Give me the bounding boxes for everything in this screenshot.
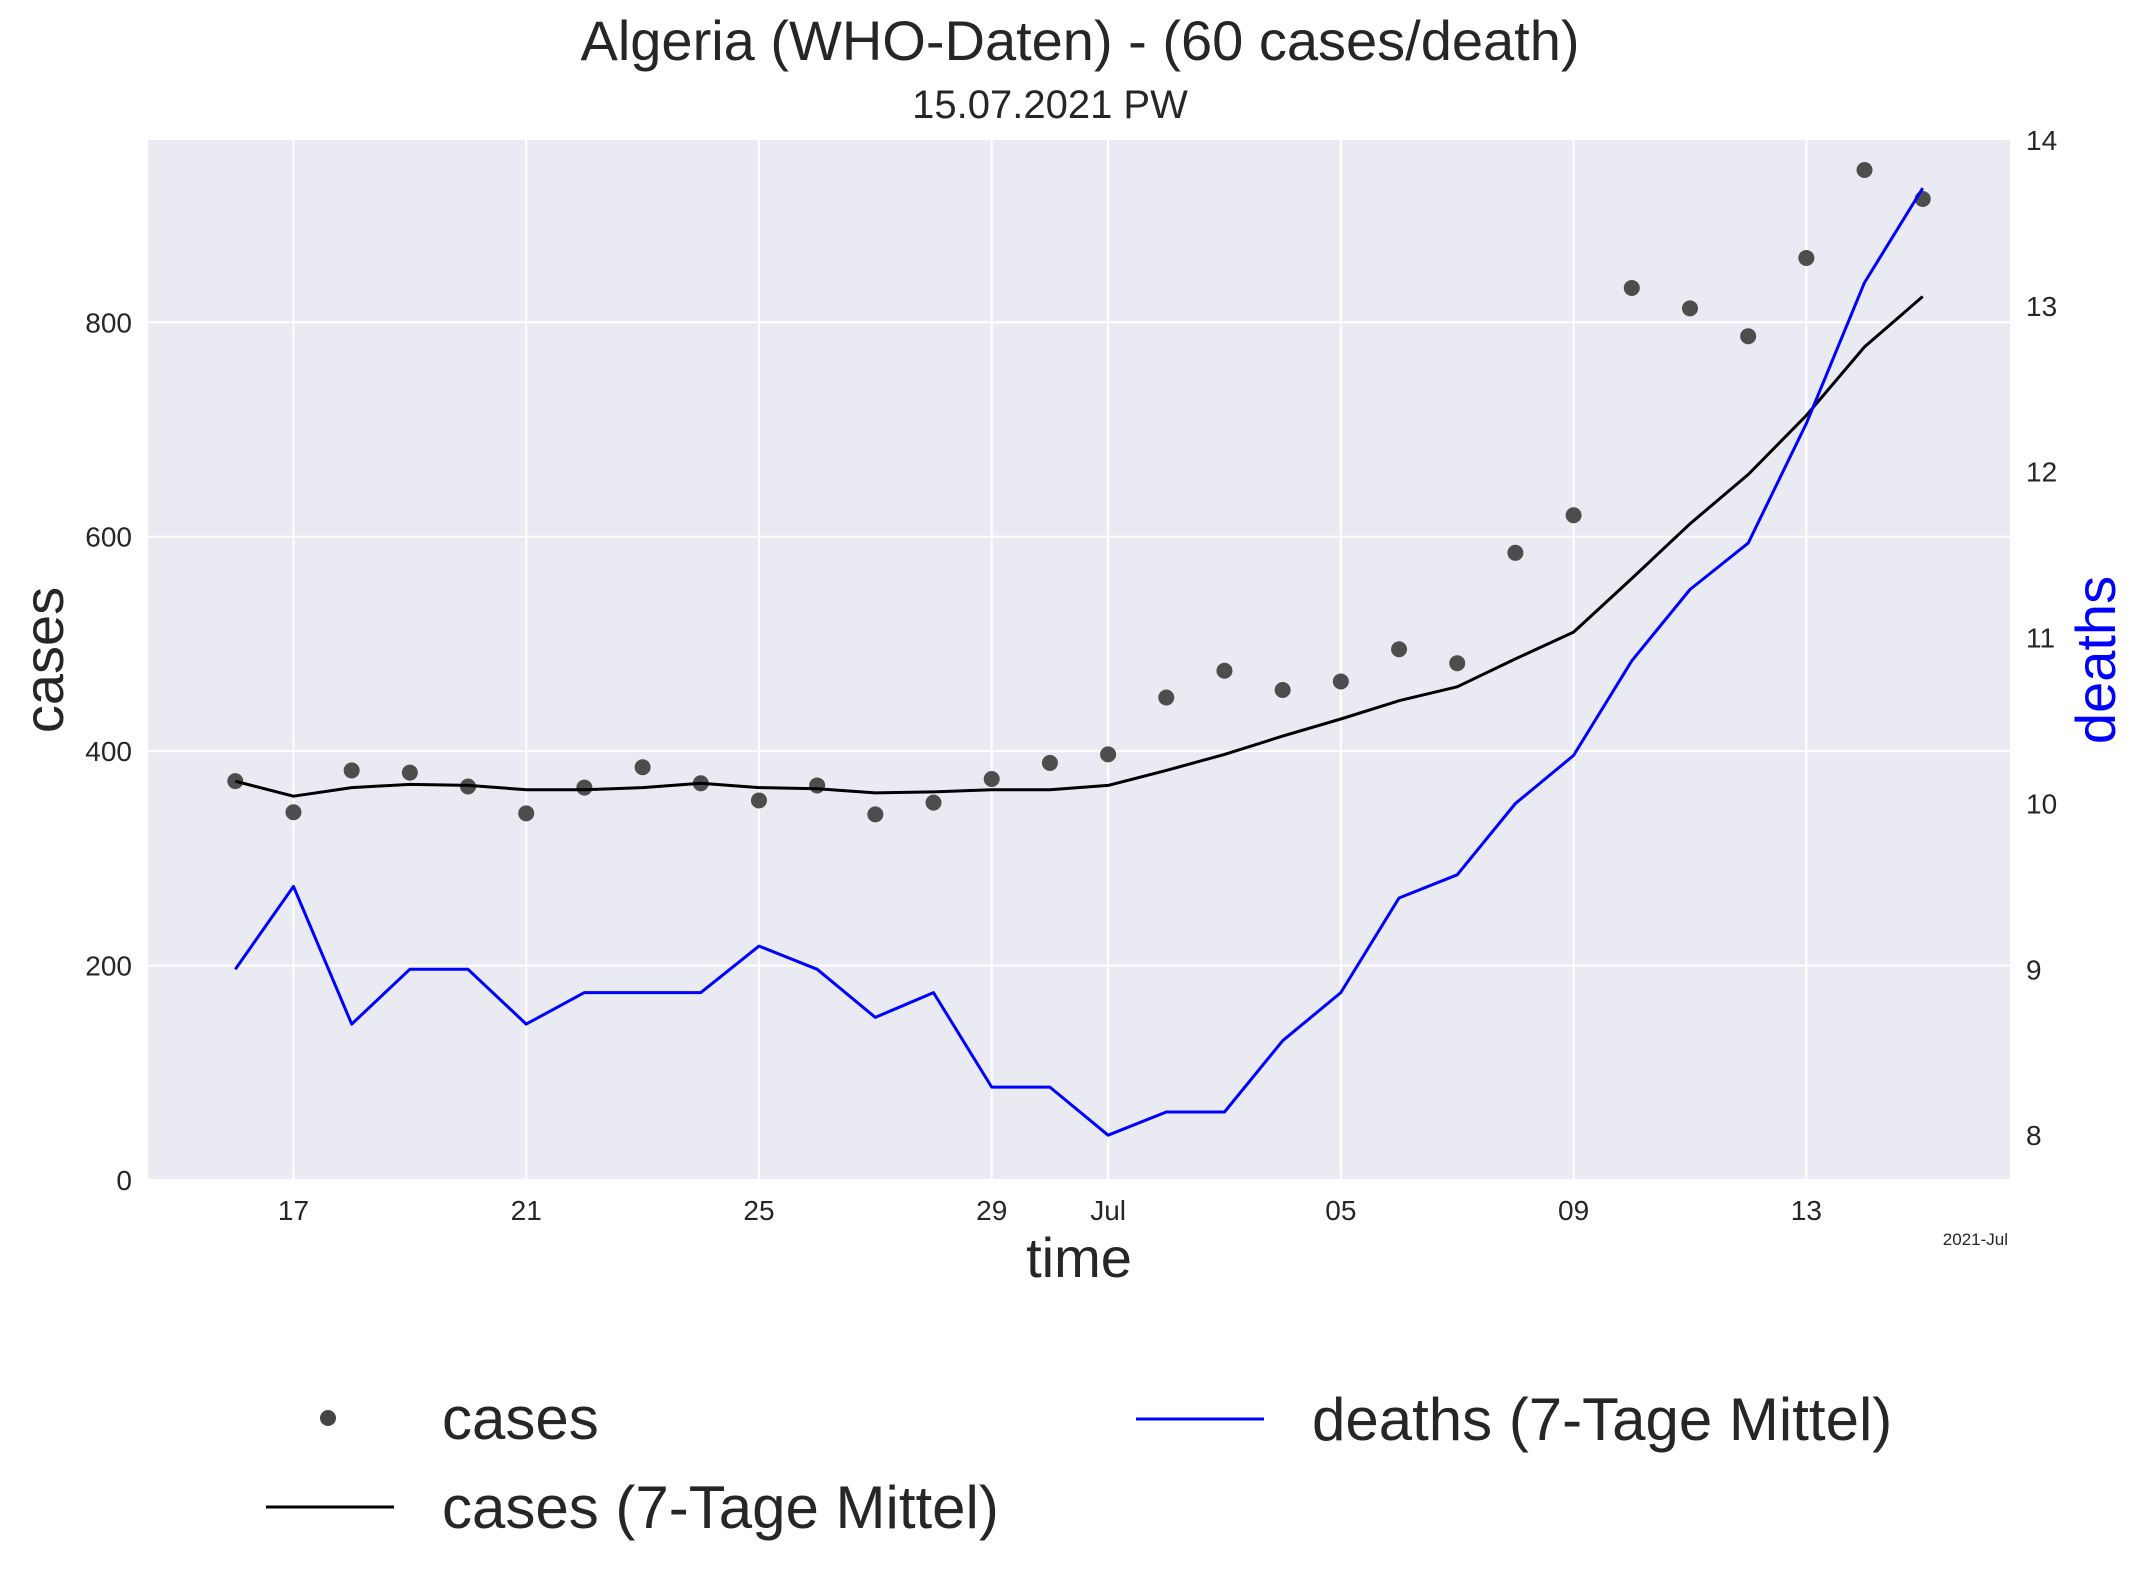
series-layer bbox=[227, 162, 1931, 1137]
cases-point bbox=[1041, 754, 1058, 771]
cases-point bbox=[401, 764, 418, 781]
deaths-avg-line bbox=[234, 187, 1924, 1137]
y-left-tick-label: 200 bbox=[85, 951, 132, 982]
cases-point bbox=[1798, 249, 1815, 266]
cases-point bbox=[1681, 300, 1698, 317]
cases-point bbox=[1391, 641, 1408, 658]
x-tick-label: 09 bbox=[1558, 1195, 1589, 1226]
legend-label-deaths-avg: deaths (7-Tage Mittel) bbox=[1312, 1386, 1892, 1453]
x-tick-label: Jul bbox=[1090, 1195, 1126, 1226]
x-offset-label: 2021-Jul bbox=[1943, 1230, 2008, 1249]
cases-point bbox=[285, 804, 302, 821]
y-right-tick-label: 14 bbox=[2026, 125, 2057, 156]
x-tick-label: 21 bbox=[511, 1195, 542, 1226]
cases-point bbox=[1158, 689, 1175, 706]
y-right-tick-label: 10 bbox=[2026, 788, 2057, 819]
cases-point bbox=[809, 777, 826, 794]
y-axis-label-left: cases bbox=[12, 587, 75, 733]
y-right-tick-label: 13 bbox=[2026, 291, 2057, 322]
plot-area bbox=[148, 140, 2010, 1180]
legend-marker-cases bbox=[320, 1410, 336, 1426]
cases-point bbox=[983, 771, 1000, 788]
cases-point bbox=[1507, 544, 1524, 561]
cases-point bbox=[867, 806, 884, 823]
x-tick-label: 05 bbox=[1325, 1195, 1356, 1226]
y-right-tick-label: 8 bbox=[2026, 1120, 2042, 1151]
grid-layer bbox=[148, 140, 2010, 1181]
cases-point bbox=[925, 794, 942, 811]
series-cases-points bbox=[227, 162, 1931, 823]
legend-label-cases: cases bbox=[442, 1385, 599, 1452]
cases-point bbox=[1565, 507, 1582, 524]
cases-point bbox=[750, 792, 767, 809]
y-right-tick-label: 12 bbox=[2026, 457, 2057, 488]
y-left-tick-label: 800 bbox=[85, 307, 132, 338]
cases-point bbox=[634, 759, 651, 776]
x-tick-label: 17 bbox=[278, 1195, 309, 1226]
y-left-tick-label: 0 bbox=[116, 1165, 132, 1196]
cases-point bbox=[518, 805, 535, 822]
x-axis-label: time bbox=[1026, 1226, 1132, 1289]
y-right-tick-label: 9 bbox=[2026, 954, 2042, 985]
cases-point bbox=[576, 779, 593, 796]
cases-point bbox=[343, 762, 360, 779]
legend: cases cases (7-Tage Mittel) deaths (7-Ta… bbox=[266, 1385, 1892, 1541]
x-tick-label: 25 bbox=[743, 1195, 774, 1226]
ticks-layer: 17 21 25 29 Jul 05 09 13 0 200 400 600 800 8 9 10 11 12 13… bbox=[85, 125, 2057, 1226]
y-left-tick-label: 400 bbox=[85, 736, 132, 767]
cases-avg-line bbox=[234, 295, 1924, 798]
chart-title: Algeria (WHO-Daten) - (60 cases/death) bbox=[580, 9, 1579, 72]
cases-point bbox=[227, 773, 244, 790]
x-tick-label: 13 bbox=[1791, 1195, 1822, 1226]
cases-point bbox=[1100, 746, 1117, 763]
y-axis-label-right: deaths bbox=[2064, 576, 2127, 744]
y-left-tick-label: 600 bbox=[85, 522, 132, 553]
y-right-tick-label: 11 bbox=[2026, 623, 2055, 654]
x-tick-label: 29 bbox=[976, 1195, 1007, 1226]
cases-point bbox=[1332, 673, 1349, 690]
cases-point bbox=[1856, 162, 1873, 179]
cases-point bbox=[1274, 682, 1291, 699]
cases-point bbox=[1623, 279, 1640, 296]
cases-point bbox=[1449, 655, 1466, 672]
cases-point bbox=[1216, 662, 1233, 679]
legend-label-cases-avg: cases (7-Tage Mittel) bbox=[442, 1474, 999, 1541]
cases-point bbox=[1740, 328, 1757, 345]
chart-subtitle: 15.07.2021 PW bbox=[912, 83, 1188, 127]
